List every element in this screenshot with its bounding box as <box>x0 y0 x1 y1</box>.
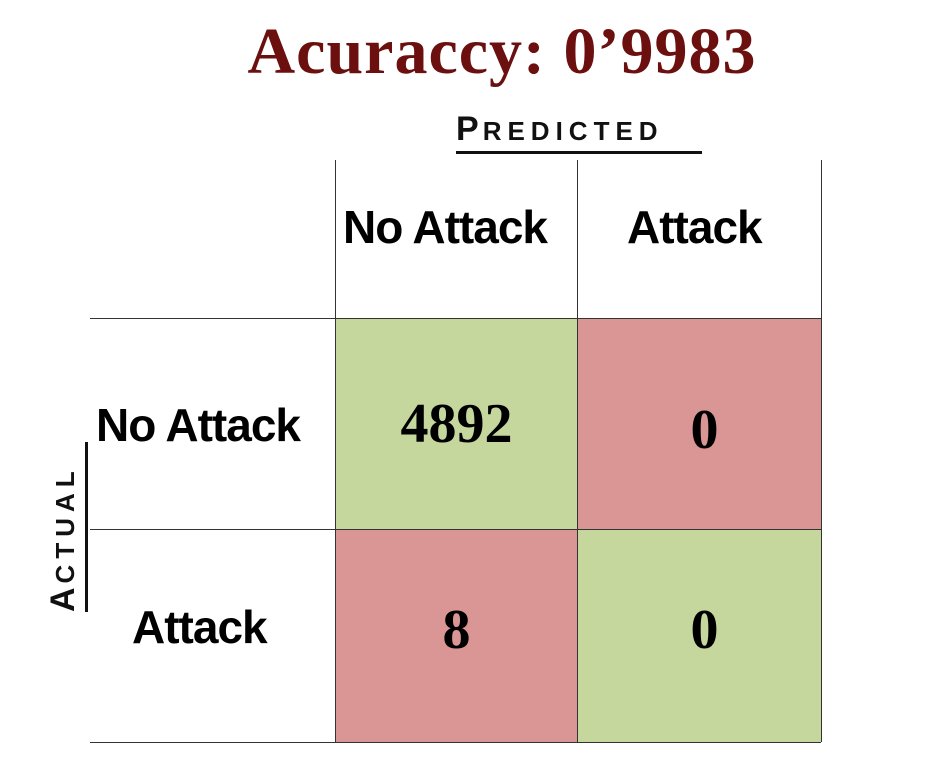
chart-title: Acuraccy: 0’9983 <box>247 15 757 88</box>
predicted-label-rest: REDICTED <box>482 116 664 146</box>
grid-line <box>577 160 578 742</box>
grid-line <box>335 160 336 742</box>
actual-label-initial: A <box>44 583 82 612</box>
cell-false-positive <box>578 319 821 529</box>
cell-value-fn: 8 <box>442 599 471 661</box>
cell-value-tp: 0 <box>690 599 719 661</box>
actual-label-rest: CTUAL <box>50 465 80 584</box>
predicted-label-initial: P <box>456 110 483 148</box>
grid-line <box>90 742 821 743</box>
cell-true-positive <box>578 529 821 742</box>
grid-line <box>90 318 821 319</box>
cell-value-tn: 4892 <box>400 393 513 455</box>
row-header-no-attack: No Attack <box>96 399 301 451</box>
column-header-no-attack: No Attack <box>343 201 548 253</box>
cell-true-negative <box>335 319 578 529</box>
column-header-attack: Attack <box>627 201 763 253</box>
row-header-attack: Attack <box>132 601 268 653</box>
predicted-axis-label: PREDICTED <box>456 110 702 154</box>
cell-false-negative <box>335 529 578 742</box>
grid-line <box>90 529 821 530</box>
cell-value-fp: 0 <box>690 399 719 461</box>
grid-line <box>821 160 822 742</box>
actual-axis-label: ACTUAL <box>44 442 88 612</box>
